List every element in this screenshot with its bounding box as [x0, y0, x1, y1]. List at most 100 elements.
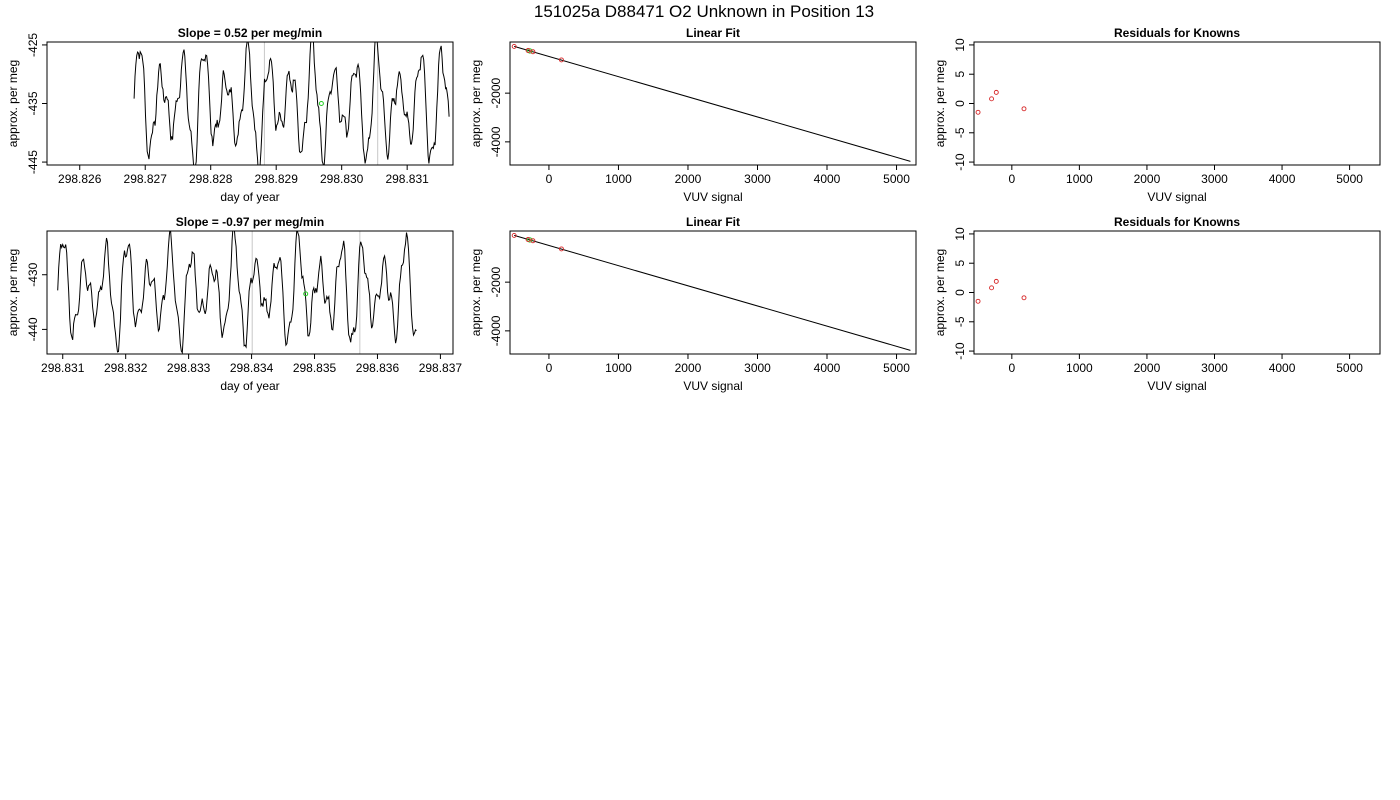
panel-6-xtick-label: 0 — [1008, 361, 1015, 375]
panel-1-xtick-label: 298.826 — [58, 172, 102, 186]
panel-2-known-point — [530, 49, 536, 55]
panel-4-xtick-label: 298.834 — [230, 361, 274, 375]
panel-4-xtick-label: 298.832 — [104, 361, 148, 375]
panel-6-ytick-label: -10 — [953, 342, 967, 360]
panel-5-xtick-label: 2000 — [675, 361, 702, 375]
panel-2-xtick-label: 1000 — [605, 172, 632, 186]
panel-4-ytick-label: -440 — [26, 317, 40, 341]
panel-1-ytick-label: -435 — [26, 91, 40, 115]
panel-5-xtick-label: 5000 — [883, 361, 910, 375]
panel-2-title: Linear Fit — [686, 26, 740, 40]
panel-4-xlabel: day of year — [220, 379, 279, 393]
panel-4-frame — [46, 230, 454, 355]
panel-1-frame — [46, 41, 454, 166]
panel-1-trace-line — [133, 42, 450, 165]
panel-5-known-point — [525, 237, 531, 242]
panel-2: Linear Fit VUV signal approx. per meg 0 1000… — [469, 26, 917, 204]
panel-6-plot-area — [975, 278, 1027, 304]
panel-6-xtick-label: 1000 — [1066, 361, 1093, 375]
panel-1-xtick-label: 298.829 — [254, 172, 298, 186]
panel-3-ytick-label: 0 — [953, 100, 967, 107]
panel-5-ytick-label: -2000 — [489, 266, 503, 297]
panel-2-known-point — [511, 43, 517, 49]
panel-3-plot-area — [975, 89, 1027, 115]
panel-5-title: Linear Fit — [686, 215, 740, 229]
panel-1-xtick-label: 298.830 — [320, 172, 364, 186]
panel-2-xtick-label: 0 — [546, 172, 553, 186]
panel-3-ytick-label: 5 — [953, 71, 967, 78]
panel-2-fit-line — [514, 45, 911, 162]
panel-6-known-point — [989, 285, 995, 291]
panel-5-frame — [509, 230, 917, 355]
panel-5-ylabel: approx. per meg — [469, 249, 483, 336]
panel-6-ylabel: approx. per meg — [933, 249, 947, 336]
panel-3-ytick-label: 10 — [953, 38, 967, 52]
panel-2-frame — [509, 41, 917, 166]
panel-3-ytick-label: -5 — [953, 127, 967, 138]
panel-3-known-point — [989, 96, 995, 102]
panel-1-unknown-marker — [318, 101, 324, 106]
panel-4-trace-line — [57, 231, 417, 354]
panel-1-ytick-label: -445 — [26, 150, 40, 174]
panel-1-ytick-label: -425 — [26, 33, 40, 57]
panel-5-unknown-point — [527, 237, 533, 243]
panel-5-xtick-label: 3000 — [744, 361, 771, 375]
panel-5-fit-line — [514, 234, 911, 351]
panel-6-ytick-label: -5 — [953, 316, 967, 327]
panel-6-title: Residuals for Knowns — [1114, 215, 1240, 229]
panel-5-xtick-label: 0 — [546, 361, 553, 375]
panel-2-ytick-label: -2000 — [489, 77, 503, 108]
panels: Slope = 0.52 per meg/min day of year appro… — [6, 26, 1381, 393]
panel-4-xtick-label: 298.836 — [356, 361, 400, 375]
panel-4-plot-area — [57, 231, 417, 354]
panel-2-ylabel: approx. per meg — [469, 60, 483, 147]
panel-1-xtick-label: 298.831 — [385, 172, 429, 186]
panel-6: Residuals for Knowns VUV signal approx. pe… — [933, 215, 1381, 393]
panel-6-xtick-label: 3000 — [1201, 361, 1228, 375]
panel-5-xlabel: VUV signal — [683, 379, 742, 393]
panel-3-ytick-label: -10 — [953, 153, 967, 171]
panel-1-xlabel: day of year — [220, 190, 279, 204]
panel-3-known-point — [993, 89, 999, 95]
panel-3-xtick-label: 1000 — [1066, 172, 1093, 186]
panel-6-xtick-label: 4000 — [1269, 361, 1296, 375]
panel-4-xtick-label: 298.831 — [41, 361, 85, 375]
panel-3-xlabel: VUV signal — [1147, 190, 1206, 204]
panel-3-known-point — [1021, 106, 1027, 112]
panel-5-ytick-label: -4000 — [489, 315, 503, 346]
panel-5-xtick-label: 1000 — [605, 361, 632, 375]
panel-1-title: Slope = 0.52 per meg/min — [178, 26, 322, 40]
panel-6-xtick-label: 5000 — [1336, 361, 1363, 375]
panel-3-xtick-label: 3000 — [1201, 172, 1228, 186]
panel-5-xtick-label: 4000 — [814, 361, 841, 375]
panel-2-plot-area — [511, 43, 911, 162]
panel-3: Residuals for Knowns VUV signal approx. pe… — [933, 26, 1381, 204]
panel-4-xtick-label: 298.833 — [167, 361, 211, 375]
panel-4-title: Slope = -0.97 per meg/min — [176, 215, 324, 229]
panel-6-known-point — [975, 298, 981, 304]
panel-3-xtick-label: 0 — [1008, 172, 1015, 186]
panel-2-xtick-label: 4000 — [814, 172, 841, 186]
panel-4-xtick-label: 298.835 — [293, 361, 337, 375]
panel-2-ytick-label: -4000 — [489, 126, 503, 157]
panel-4-unknown-marker — [303, 291, 309, 297]
panel-1-plot-area — [133, 42, 450, 165]
panel-1-xtick-label: 298.828 — [189, 172, 233, 186]
panel-3-xtick-label: 2000 — [1134, 172, 1161, 186]
panel-3-xtick-label: 4000 — [1269, 172, 1296, 186]
figure-supertitle: 151025a D88471 O2 Unknown in Position 13 — [534, 2, 874, 21]
panel-4-ylabel: approx. per meg — [6, 249, 20, 336]
panel-1-ylabel: approx. per meg — [6, 60, 20, 147]
panel-6-xlabel: VUV signal — [1147, 379, 1206, 393]
panel-4: Slope = -0.97 per meg/min day of year appr… — [6, 215, 462, 393]
panel-6-ytick-label: 10 — [953, 227, 967, 241]
panel-2-xlabel: VUV signal — [683, 190, 742, 204]
panel-3-frame — [973, 41, 1381, 166]
panel-2-known-point — [558, 57, 564, 63]
panel-6-ytick-label: 0 — [953, 289, 967, 296]
panel-3-xtick-label: 5000 — [1336, 172, 1363, 186]
panel-6-ytick-label: 5 — [953, 260, 967, 267]
panel-4-xtick-label: 298.837 — [419, 361, 463, 375]
panel-3-ylabel: approx. per meg — [933, 60, 947, 147]
